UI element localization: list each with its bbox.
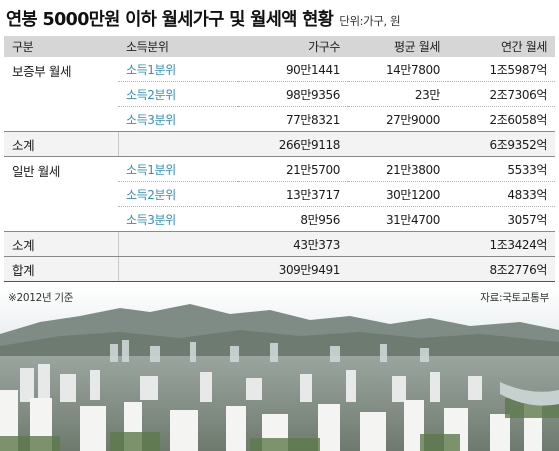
total-annual-rent: 8조2776억 xyxy=(448,256,555,282)
header-annual-rent: 연간 월세 xyxy=(501,40,547,54)
subtotal-annual-rent: 6조9352억 xyxy=(448,131,555,157)
footnote: ※2012년 기준 xyxy=(8,292,74,304)
section-label-general: 일반 월세 xyxy=(4,156,118,232)
rent-table: 구분 소득분위 가구수 평균 월세 연간 월세 보증부 월세 소득1분위 90만… xyxy=(4,36,555,282)
annual-rent-cell: 3057억 xyxy=(448,206,555,232)
tier-cell: 소득3분위 xyxy=(118,206,238,232)
table-row: 보증부 월세 소득1분위 90만1441 14만7800 1조5987억 xyxy=(4,57,555,132)
households-cell: 98만9356 xyxy=(238,81,348,107)
tier-cell: 소득3분위 xyxy=(118,106,238,132)
annual-rent-cell: 2조6058억 xyxy=(448,106,555,132)
rent-table-container: 구분 소득분위 가구수 평균 월세 연간 월세 보증부 월세 소득1분위 90만… xyxy=(4,36,555,285)
subtotal-label: 소계 xyxy=(4,131,118,157)
subtotal-households: 43만373 xyxy=(238,231,348,257)
tier-cell: 소득2분위 xyxy=(118,181,238,207)
annual-rent-cell: 1조5987억 xyxy=(448,57,555,82)
households-cell: 77만8321 xyxy=(238,106,348,132)
table-header-row: 구분 소득분위 가구수 평균 월세 연간 월세 xyxy=(4,36,555,57)
subtotal-households: 266만9118 xyxy=(238,131,348,157)
table-row: 소득3분위 8만956 31만4700 3057억 xyxy=(4,206,555,232)
annual-rent-cell: 2조7306억 xyxy=(448,81,555,107)
avg-rent-cell: 31만4700 xyxy=(348,206,448,232)
subtotal-row: 소계 43만373 1조3424억 xyxy=(4,231,555,257)
households-cell: 8만956 xyxy=(238,206,348,232)
annual-rent-cell: 5533억 xyxy=(448,156,555,182)
section-label-deposit: 보증부 월세 xyxy=(4,57,118,132)
header-tier: 소득분위 xyxy=(126,40,169,54)
avg-rent-cell: 14만7800 xyxy=(348,57,448,82)
households-cell: 13만3717 xyxy=(238,181,348,207)
header-category: 구분 xyxy=(12,40,34,54)
table-row: 일반 월세 소득1분위 21만5700 21만3800 5533억 xyxy=(4,156,555,232)
avg-rent-cell: 21만3800 xyxy=(348,156,448,182)
header-households: 가구수 xyxy=(308,40,340,54)
tier-cell: 소득1분위 xyxy=(118,57,238,82)
table-row: 소득2분위 98만9356 23만 2조7306억 xyxy=(4,81,555,107)
subtotal-label: 소계 xyxy=(4,231,118,257)
subtotal-row: 소계 266만9118 6조9352억 xyxy=(4,131,555,157)
title-bar: 연봉 5000만원 이하 월세가구 및 월세액 현황 단위:가구, 원 xyxy=(6,6,553,32)
subtotal-annual-rent: 1조3424억 xyxy=(448,231,555,257)
tier-cell: 소득2분위 xyxy=(118,81,238,107)
total-households: 309만9491 xyxy=(238,256,348,282)
table-row: 소득2분위 13만3717 30만1200 4833억 xyxy=(4,181,555,207)
page-title: 연봉 5000만원 이하 월세가구 및 월세액 현황 xyxy=(6,10,334,30)
avg-rent-cell: 30만1200 xyxy=(348,181,448,207)
households-cell: 21만5700 xyxy=(238,156,348,182)
annual-rent-cell: 4833억 xyxy=(448,181,555,207)
total-row: 합계 309만9491 8조2776억 xyxy=(4,256,555,282)
total-label: 합계 xyxy=(4,256,118,282)
source-label: 자료:국토교통부 xyxy=(480,292,549,304)
avg-rent-cell: 23만 xyxy=(348,81,448,107)
tier-cell: 소득1분위 xyxy=(118,156,238,182)
table-row: 소득3분위 77만8321 27만9000 2조6058억 xyxy=(4,106,555,132)
header-avg-rent: 평균 월세 xyxy=(394,40,440,54)
city-skyline-photo xyxy=(0,286,559,451)
households-cell: 90만1441 xyxy=(238,57,348,82)
avg-rent-cell: 27만9000 xyxy=(348,106,448,132)
unit-label: 단위:가구, 원 xyxy=(339,14,401,28)
